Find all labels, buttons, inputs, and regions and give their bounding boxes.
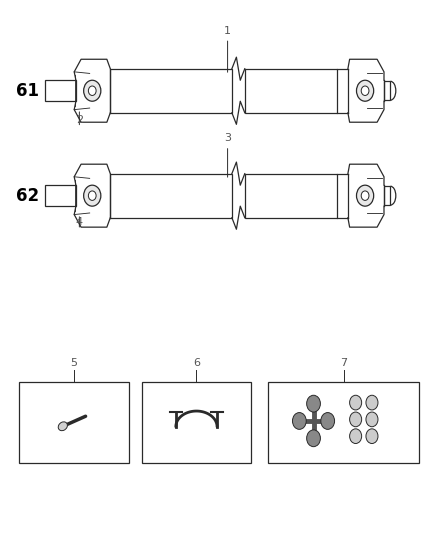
Circle shape: [350, 429, 362, 443]
Circle shape: [361, 86, 369, 95]
Bar: [384, 186, 390, 205]
Text: 6: 6: [193, 358, 200, 368]
Ellipse shape: [58, 422, 67, 431]
Text: 3: 3: [224, 133, 231, 143]
Circle shape: [307, 430, 321, 447]
Circle shape: [84, 80, 101, 101]
Text: 5: 5: [71, 358, 78, 368]
Bar: [384, 82, 390, 100]
Bar: [245, 174, 337, 217]
Text: 4: 4: [76, 217, 83, 227]
Bar: [245, 69, 337, 113]
Circle shape: [88, 86, 96, 95]
Text: 1: 1: [224, 26, 231, 36]
Text: 2: 2: [76, 115, 83, 125]
Bar: [19, 382, 129, 463]
Bar: [141, 382, 251, 463]
Circle shape: [293, 413, 306, 430]
Text: 7: 7: [340, 358, 347, 368]
Circle shape: [84, 185, 101, 206]
Circle shape: [357, 185, 374, 206]
Circle shape: [357, 80, 374, 101]
Text: 62: 62: [16, 187, 39, 205]
Circle shape: [307, 395, 321, 412]
Bar: [45, 80, 76, 101]
Circle shape: [88, 191, 96, 200]
Bar: [110, 174, 232, 217]
Bar: [268, 382, 419, 463]
Circle shape: [366, 412, 378, 427]
Circle shape: [366, 395, 378, 410]
Circle shape: [366, 429, 378, 443]
Bar: [45, 185, 76, 206]
Circle shape: [350, 412, 362, 427]
Circle shape: [361, 191, 369, 200]
Text: 61: 61: [16, 82, 39, 100]
Circle shape: [321, 413, 335, 430]
Circle shape: [350, 395, 362, 410]
Bar: [110, 69, 232, 113]
